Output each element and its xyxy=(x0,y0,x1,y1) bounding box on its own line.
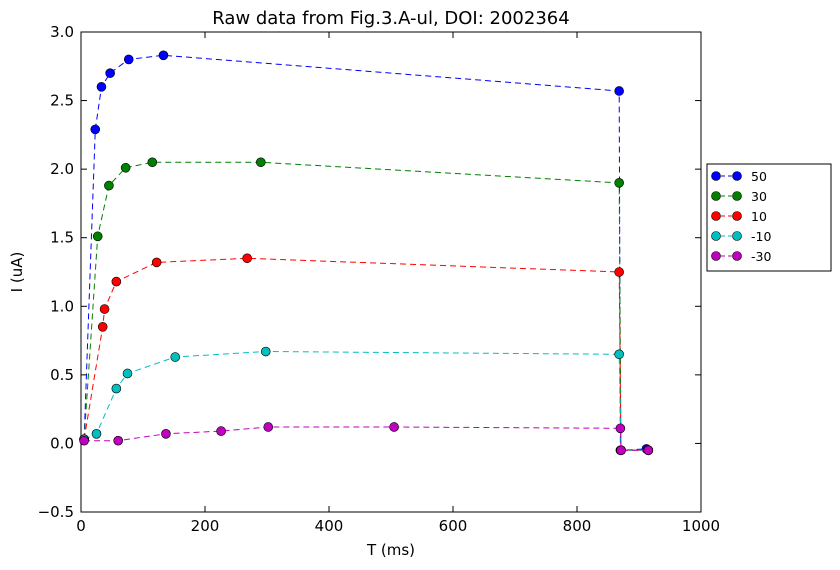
y-tick-label: 1.5 xyxy=(50,229,74,247)
data-point xyxy=(122,368,133,379)
data-point xyxy=(79,435,89,446)
x-tick-label: 1000 xyxy=(682,517,720,535)
data-point xyxy=(614,178,624,188)
data-point xyxy=(158,50,169,61)
legend-item: -10 xyxy=(711,229,771,244)
data-point xyxy=(614,267,624,277)
legend: 50 30 10 -10 -30 xyxy=(706,163,832,272)
legend-label: -10 xyxy=(751,229,771,244)
legend-marker xyxy=(732,211,742,221)
x-axis: 0 200 400 600 800 1000 xyxy=(76,32,720,535)
legend-marker xyxy=(711,231,721,241)
y-tick-label: 0.5 xyxy=(50,366,74,384)
legend-label: -30 xyxy=(751,249,771,264)
data-point xyxy=(170,352,181,362)
series-line xyxy=(83,161,649,451)
data-point xyxy=(113,435,123,446)
x-tick-label: 400 xyxy=(315,517,344,535)
y-tick-label: 2.0 xyxy=(50,160,74,178)
data-point xyxy=(242,253,252,264)
data-point xyxy=(643,445,654,456)
data-point xyxy=(615,423,626,434)
y-tick-label: 1.0 xyxy=(50,297,74,315)
legend-item: 30 xyxy=(711,189,767,204)
legend-marker xyxy=(711,211,721,221)
data-point xyxy=(105,68,115,78)
data-point xyxy=(263,422,274,432)
data-point xyxy=(99,304,110,314)
x-tick-label: 200 xyxy=(191,517,220,535)
legend-label: 50 xyxy=(751,169,767,184)
data-point xyxy=(120,162,131,173)
data-point xyxy=(614,349,624,360)
y-tick-label: −0.5 xyxy=(38,503,74,521)
data-point xyxy=(389,422,399,432)
data-point xyxy=(147,157,158,168)
x-tick-label: 800 xyxy=(563,517,592,535)
legend-marker xyxy=(732,171,742,181)
legend-item: -30 xyxy=(711,249,771,264)
x-tick-label: 0 xyxy=(76,517,86,535)
legend-marker xyxy=(711,251,721,261)
series-line xyxy=(83,54,649,451)
data-point xyxy=(96,82,107,92)
legend-marker xyxy=(711,191,721,201)
data-point xyxy=(260,346,271,357)
y-axis-title: I (uA) xyxy=(8,252,26,293)
data-point xyxy=(161,429,171,439)
data-point xyxy=(91,429,102,439)
chart-title: Raw data from Fig.3.A-ul, DOI: 2002364 xyxy=(212,8,569,29)
legend-item: 10 xyxy=(711,209,767,224)
legend-marker xyxy=(711,171,721,181)
legend-marker xyxy=(732,191,742,201)
series-layer xyxy=(79,50,654,456)
y-tick-label: 2.5 xyxy=(50,92,74,110)
data-point xyxy=(111,383,122,394)
data-point xyxy=(255,157,266,168)
data-point xyxy=(97,322,108,332)
legend-item: 50 xyxy=(711,169,767,184)
data-point xyxy=(92,231,103,242)
data-point xyxy=(616,445,626,456)
series--30 xyxy=(79,422,654,456)
legend-label: 10 xyxy=(751,209,767,224)
legend-marker xyxy=(732,251,742,261)
data-point xyxy=(111,276,122,287)
data-point xyxy=(216,426,226,436)
legend-label: 30 xyxy=(751,189,767,204)
legend-box xyxy=(706,163,832,272)
data-point xyxy=(151,257,162,268)
data-point xyxy=(123,54,134,65)
data-point xyxy=(90,124,101,135)
x-axis-title: T (ms) xyxy=(366,541,415,559)
data-point xyxy=(614,86,624,96)
y-axis: −0.5 0.0 0.5 1.0 1.5 2.0 2.5 3.0 xyxy=(38,23,701,521)
data-point xyxy=(104,180,114,191)
x-tick-label: 600 xyxy=(439,517,468,535)
plot-area xyxy=(80,31,702,513)
y-tick-label: 0.0 xyxy=(50,434,74,452)
legend-marker xyxy=(732,231,742,241)
y-tick-label: 3.0 xyxy=(50,23,74,41)
